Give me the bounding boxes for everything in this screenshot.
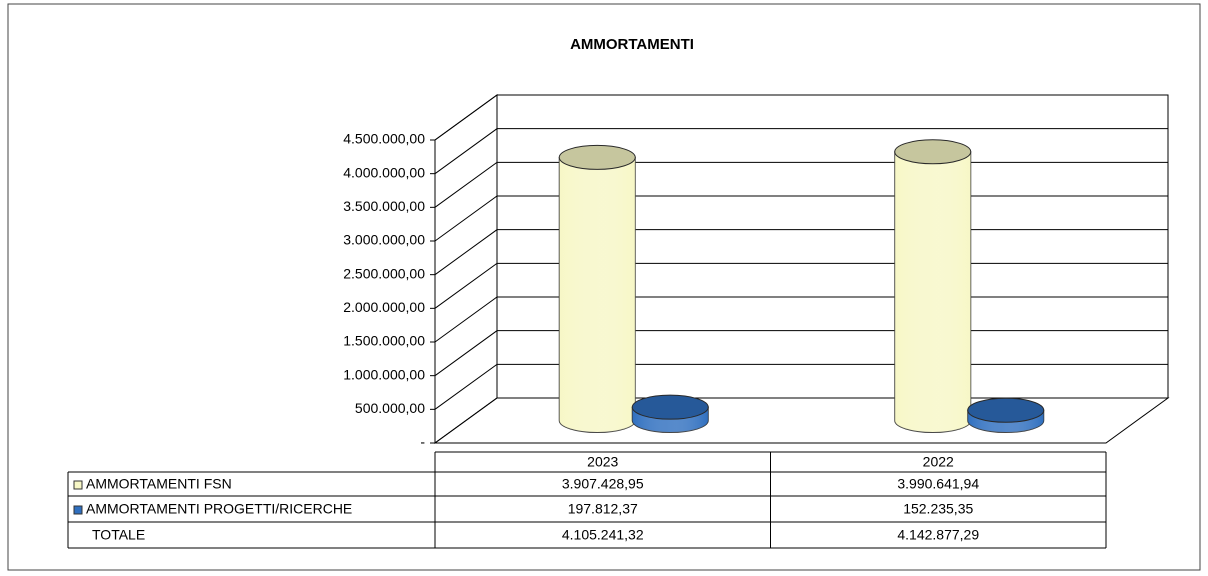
cylinder-top bbox=[894, 139, 972, 165]
grid-line bbox=[434, 128, 1168, 175]
y-tick-label: - bbox=[420, 434, 425, 450]
y-tick-label: 500.000,00 bbox=[355, 400, 425, 416]
y-tick-label: 4.500.000,00 bbox=[343, 131, 425, 147]
floor bbox=[433, 397, 1170, 444]
cylinder-top bbox=[631, 394, 709, 420]
total-label: TOTALE bbox=[92, 527, 145, 543]
y-tick-label: 2.000.000,00 bbox=[343, 299, 425, 315]
table-value: 197.812,37 bbox=[568, 501, 638, 517]
chart-title: AMMORTAMENTI bbox=[570, 36, 694, 53]
cylinder-shade bbox=[894, 151, 971, 433]
y-tick-label: 1.500.000,00 bbox=[343, 333, 425, 349]
table-value: 152.235,35 bbox=[903, 501, 973, 517]
y-tick-label: 2.500.000,00 bbox=[343, 265, 425, 281]
table-value: 3.990.641,94 bbox=[897, 476, 979, 492]
total-value: 4.142.877,29 bbox=[897, 527, 979, 543]
legend-label: AMMORTAMENTI FSN bbox=[86, 476, 232, 492]
y-tick-label: 4.000.000,00 bbox=[343, 164, 425, 180]
y-tick-label: 3.000.000,00 bbox=[343, 232, 425, 248]
cylinder-top bbox=[967, 397, 1045, 423]
legend-label: AMMORTAMENTI PROGETTI/RICERCHE bbox=[86, 501, 352, 517]
legend-marker bbox=[73, 480, 83, 490]
table-header: 2023 bbox=[587, 454, 618, 470]
legend-marker bbox=[73, 505, 83, 515]
table-value: 3.907.428,95 bbox=[562, 476, 644, 492]
total-value: 4.105.241,32 bbox=[562, 527, 644, 543]
table-header: 2022 bbox=[923, 454, 954, 470]
cylinder-shade bbox=[559, 157, 636, 433]
y-tick-label: 3.500.000,00 bbox=[343, 198, 425, 214]
grid-line bbox=[434, 94, 1168, 141]
cylinder-top bbox=[558, 144, 636, 170]
y-tick-label: 1.000.000,00 bbox=[343, 366, 425, 382]
left-wall bbox=[434, 94, 498, 444]
